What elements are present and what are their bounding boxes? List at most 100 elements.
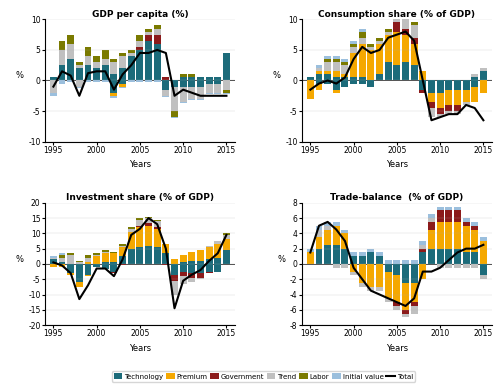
Bar <box>341 233 348 248</box>
Y-axis label: %: % <box>277 255 286 264</box>
Bar <box>333 62 340 71</box>
Bar <box>119 84 126 87</box>
Y-axis label: %: % <box>16 255 24 264</box>
Bar <box>102 65 109 80</box>
Title: Trade-balance  (% of GDP): Trade-balance (% of GDP) <box>330 193 464 202</box>
Bar <box>419 264 426 279</box>
Bar <box>171 275 178 281</box>
Bar <box>324 226 331 229</box>
Bar <box>341 59 348 62</box>
Bar <box>359 80 366 84</box>
Bar <box>402 35 409 62</box>
Bar <box>419 252 426 264</box>
Bar <box>333 264 340 268</box>
Bar <box>197 273 204 278</box>
Bar <box>93 256 100 264</box>
Bar <box>76 87 83 89</box>
Bar <box>367 248 374 252</box>
Bar <box>214 80 221 84</box>
Bar <box>50 264 57 267</box>
Bar <box>394 22 400 32</box>
Bar <box>454 222 461 248</box>
Bar <box>376 287 383 291</box>
Bar <box>110 59 117 62</box>
Bar <box>145 217 152 218</box>
Bar <box>333 77 340 80</box>
Bar <box>128 248 135 264</box>
Bar <box>163 264 169 265</box>
Bar <box>180 102 186 103</box>
Bar <box>394 65 400 80</box>
Bar <box>402 29 409 34</box>
Bar <box>480 237 487 241</box>
Bar <box>197 80 204 87</box>
Bar <box>445 105 452 111</box>
Bar <box>93 253 100 255</box>
Bar <box>76 80 83 87</box>
Bar <box>206 264 213 272</box>
Bar <box>367 50 374 80</box>
Bar <box>102 250 109 252</box>
Bar <box>188 261 195 264</box>
Bar <box>385 62 392 80</box>
Bar <box>50 80 57 84</box>
Bar <box>411 22 417 26</box>
Bar <box>154 227 161 229</box>
Bar <box>137 47 143 50</box>
Bar <box>163 90 169 96</box>
Bar <box>428 214 435 218</box>
Bar <box>385 264 392 272</box>
Bar <box>137 226 143 227</box>
X-axis label: Years: Years <box>129 344 151 353</box>
Bar <box>445 111 452 114</box>
Bar <box>394 13 400 16</box>
Bar <box>50 259 57 264</box>
Bar <box>385 29 392 32</box>
Title: Investment share (% of GDP): Investment share (% of GDP) <box>66 193 214 202</box>
Bar <box>223 93 230 94</box>
Bar <box>59 253 66 255</box>
Bar <box>350 264 357 272</box>
Bar <box>437 207 444 211</box>
Bar <box>137 35 143 41</box>
Bar <box>376 38 383 41</box>
Bar <box>367 287 374 291</box>
Bar <box>402 260 409 264</box>
Bar <box>188 273 195 278</box>
Bar <box>359 252 366 256</box>
Bar <box>437 248 444 264</box>
Bar <box>359 38 366 44</box>
Bar <box>350 53 357 77</box>
Bar <box>341 80 348 87</box>
Bar <box>411 302 417 306</box>
Bar <box>67 59 74 80</box>
Bar <box>59 50 66 65</box>
Bar <box>119 244 126 246</box>
Bar <box>223 250 230 264</box>
Title: Consumption share (% of GDP): Consumption share (% of GDP) <box>319 10 475 19</box>
Bar <box>333 226 340 245</box>
Bar <box>110 74 117 80</box>
Bar <box>350 44 357 47</box>
Bar <box>394 302 400 306</box>
Bar <box>437 108 444 114</box>
Bar <box>197 278 204 279</box>
Bar <box>333 80 340 90</box>
Bar <box>102 59 109 65</box>
Bar <box>350 41 357 44</box>
Bar <box>394 16 400 22</box>
Bar <box>463 264 470 268</box>
Bar <box>471 226 478 229</box>
Bar <box>110 253 117 262</box>
X-axis label: Years: Years <box>386 160 408 170</box>
Legend: Technology, Premium, Government, Trend, Labor, Initial value, Total: Technology, Premium, Government, Trend, … <box>112 372 415 382</box>
Bar <box>223 90 230 93</box>
Bar <box>102 50 109 59</box>
Bar <box>367 80 374 87</box>
Bar <box>163 80 169 90</box>
Bar <box>67 44 74 59</box>
Bar <box>214 77 221 80</box>
Bar <box>350 77 357 80</box>
Bar <box>163 244 169 253</box>
Bar <box>454 264 461 268</box>
